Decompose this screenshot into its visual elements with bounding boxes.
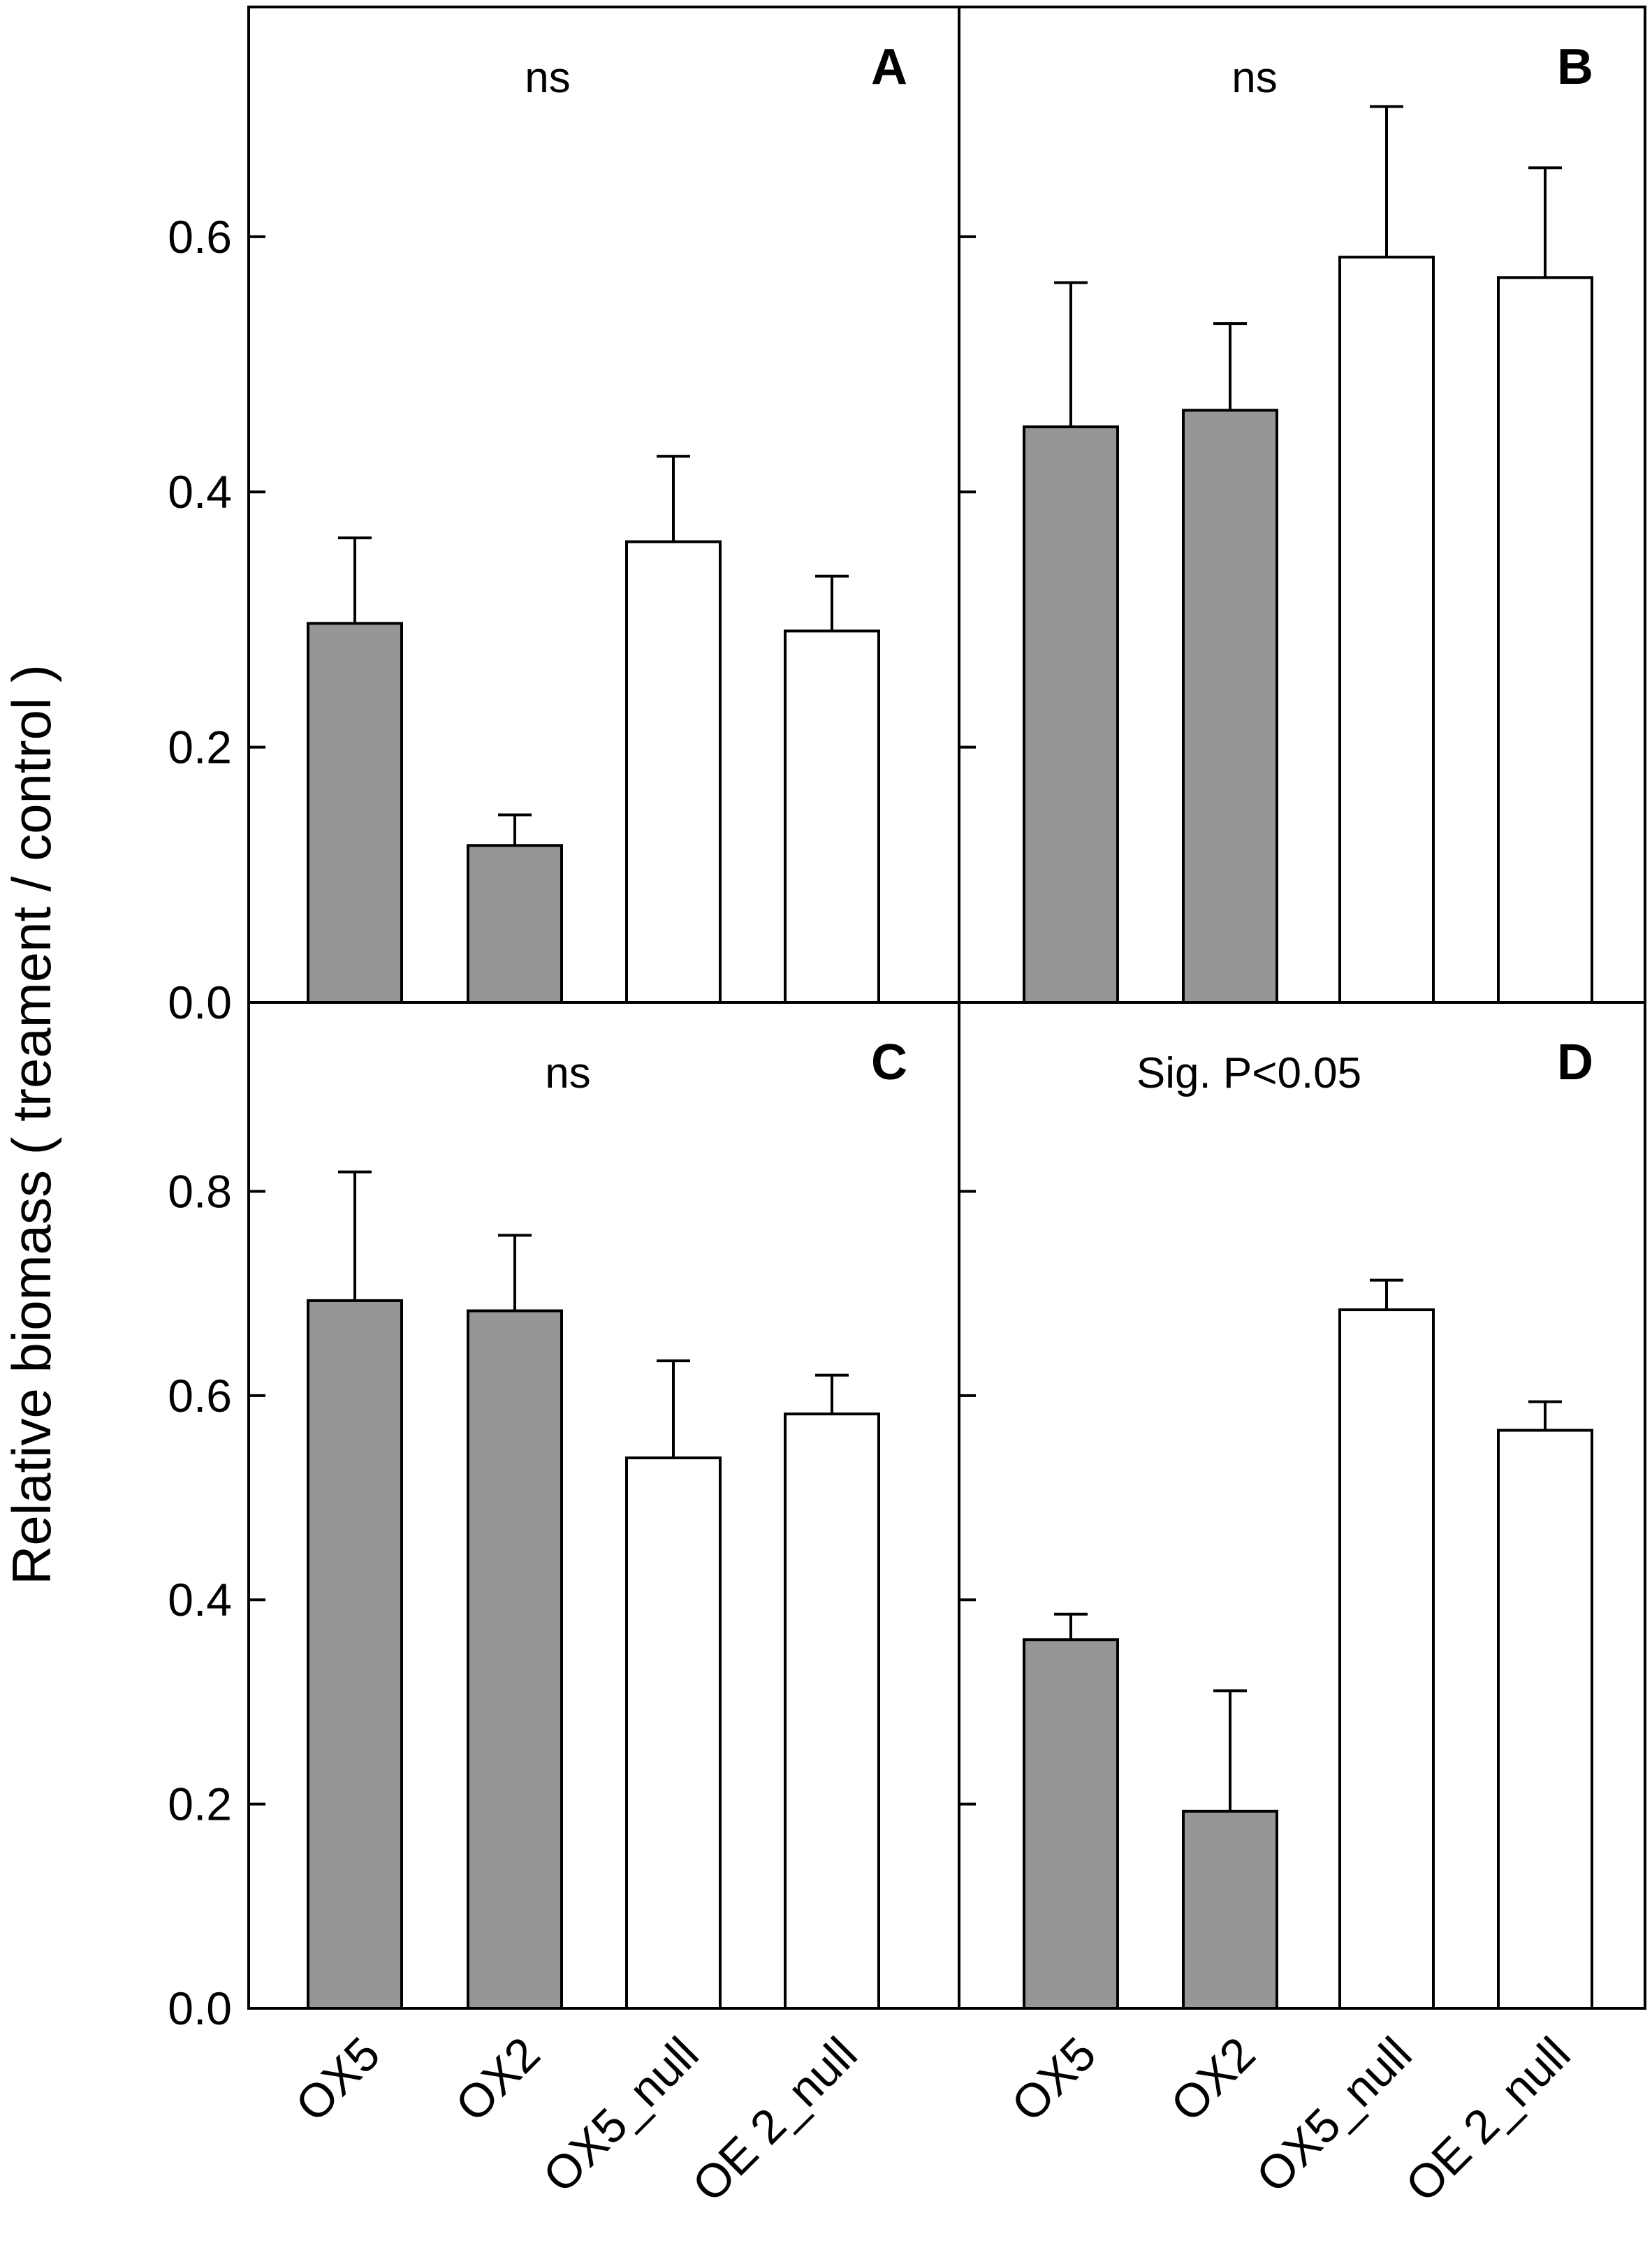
bar-ox2 xyxy=(467,844,563,1004)
significance-note: ns xyxy=(545,1049,590,1097)
bar-ox5 xyxy=(307,622,403,1004)
bar-oe-2_null xyxy=(1497,276,1593,1004)
bar-ox5_null xyxy=(625,540,722,1004)
panel-d: D Sig. P<0.05 xyxy=(958,1001,1646,2010)
y-tick-label: 0.4 xyxy=(168,1574,232,1626)
x-tick-label: OX2 xyxy=(1161,2027,1266,2132)
significance-note: ns xyxy=(525,54,570,102)
significance-note: ns xyxy=(1231,54,1277,102)
y-tick-label: 0.6 xyxy=(168,1370,232,1422)
panel-letter: D xyxy=(1557,1035,1593,1090)
panel-a: 0.0 0.2 0.4 0.6 Ans xyxy=(168,6,960,1028)
bar-ox2 xyxy=(467,1309,563,2010)
y-tick-label: 0.0 xyxy=(168,977,232,1028)
x-tick-label: OX5_null xyxy=(1246,2027,1422,2203)
panel-letter: A xyxy=(871,39,907,95)
x-tick-label: OX2 xyxy=(446,2027,550,2132)
y-tick-label: 0.6 xyxy=(168,211,232,263)
x-tick-label: OE 2_null xyxy=(682,2027,868,2212)
significance-note: Sig. P<0.05 xyxy=(1136,1049,1361,1097)
x-tick-label: OX5_null xyxy=(533,2027,709,2203)
y-tick-label: 0.8 xyxy=(168,1165,232,1217)
x-tick-label: OX5 xyxy=(1002,2027,1106,2132)
bar-ox2 xyxy=(1182,409,1278,1004)
y-axis-label: Relative biomass ( treament / control ) xyxy=(1,664,62,1585)
panel-frame xyxy=(958,1001,1646,2010)
bar-ox5 xyxy=(307,1299,403,2010)
y-tick-label: 0.2 xyxy=(168,722,232,773)
bar-ox5_null xyxy=(625,1456,722,2010)
panel-letter: C xyxy=(871,1035,907,1090)
bar-oe-2_null xyxy=(1497,1429,1593,2010)
y-tick-label: 0.2 xyxy=(168,1778,232,1830)
y-tick-label: 0.0 xyxy=(168,1982,232,2034)
panel-letter: B xyxy=(1557,39,1593,95)
bar-oe-2_null xyxy=(784,629,880,1004)
bar-ox5_null xyxy=(1338,256,1435,1005)
y-tick-label: 0.4 xyxy=(168,466,232,518)
panel-b: Bns xyxy=(958,6,1646,1005)
bar-ox5 xyxy=(1023,425,1119,1004)
bar-ox5 xyxy=(1023,1638,1119,2010)
panel-c: 0.0 0.2 0.4 0.6 0.8 Cns xyxy=(168,1001,960,2034)
bar-ox2 xyxy=(1182,1809,1278,2010)
x-tick-label: OX5 xyxy=(286,2027,390,2132)
x-tick-label: OE 2_null xyxy=(1396,2027,1581,2212)
bar-oe-2_null xyxy=(784,1412,880,2010)
bar-ox5_null xyxy=(1338,1308,1435,2010)
